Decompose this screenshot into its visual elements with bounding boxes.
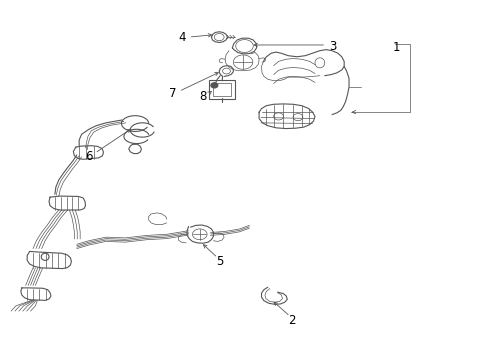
Text: 4: 4 [178, 31, 185, 44]
Text: 2: 2 [288, 314, 295, 327]
Circle shape [210, 83, 217, 88]
Text: 6: 6 [85, 150, 92, 163]
Text: 7: 7 [168, 87, 176, 100]
Text: 1: 1 [392, 41, 399, 54]
Text: 3: 3 [328, 40, 336, 53]
Text: 5: 5 [216, 255, 224, 268]
Text: 8: 8 [199, 90, 206, 103]
